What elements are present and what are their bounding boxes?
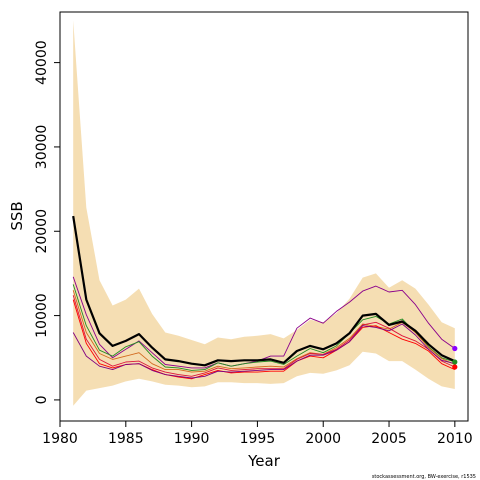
- series-line-4: [72, 290, 455, 373]
- x-tick-label-1990: 1990: [174, 431, 210, 447]
- y-axis: 0 10000 20000 30000 40000: [34, 40, 60, 404]
- series-line-7: [72, 323, 455, 379]
- uncertainty-band-layer: [73, 20, 455, 406]
- confidence-band: [73, 20, 455, 406]
- x-tick-label-1995: 1995: [240, 431, 276, 447]
- endpoint-layer: [452, 345, 458, 370]
- x-axis: 1980 1985 1990 1995 2000 2005 2010: [42, 421, 473, 447]
- y-axis-title: SSB: [8, 201, 26, 230]
- endpoint-marker-2: [452, 359, 458, 365]
- series-line-1: [72, 215, 456, 367]
- plot-frame: [59, 11, 469, 422]
- y-tick-label-0: 0: [34, 395, 50, 404]
- series-layer: [72, 215, 456, 380]
- y-tick-label-10000: 10000: [34, 293, 50, 338]
- series-line-3: [72, 284, 455, 371]
- x-tick-label-1985: 1985: [108, 431, 144, 447]
- endpoint-marker-3: [452, 364, 458, 370]
- x-axis-title: Year: [247, 452, 281, 470]
- x-tick-label-2005: 2005: [371, 431, 407, 447]
- x-tick-label-2000: 2000: [305, 431, 341, 447]
- y-tick-label-30000: 30000: [34, 125, 50, 170]
- x-tick-label-1980: 1980: [42, 431, 78, 447]
- x-tick-label-2010: 2010: [437, 431, 473, 447]
- endpoint-marker-1: [452, 345, 458, 352]
- y-tick-label-20000: 20000: [34, 209, 50, 254]
- credit-text: stockassessment.org, BW-exercise, r1535: [372, 474, 476, 480]
- y-tick-label-40000: 40000: [34, 40, 50, 85]
